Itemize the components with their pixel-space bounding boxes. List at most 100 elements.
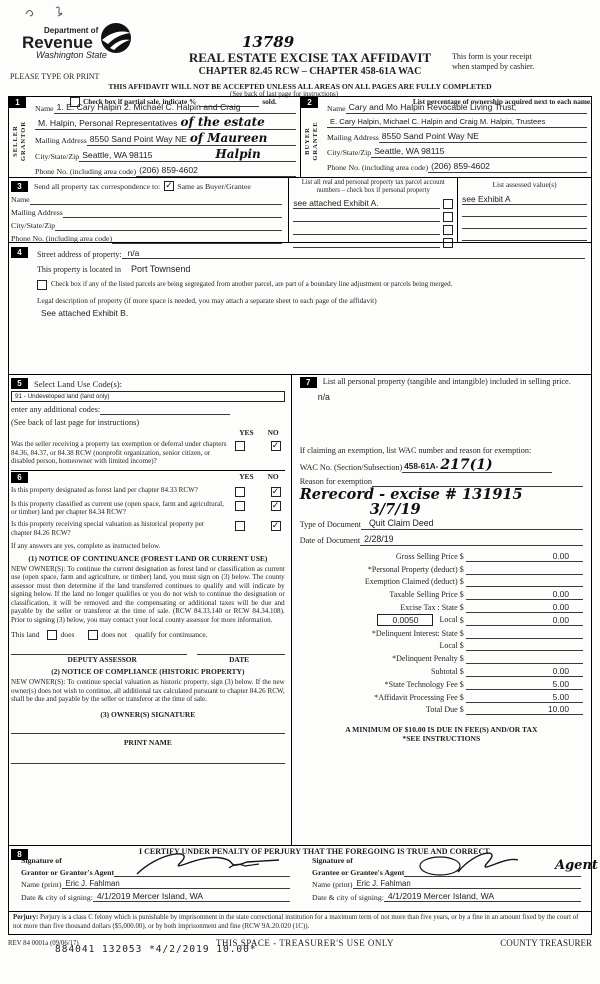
delinquent-interest-state-field[interactable] [465,637,583,639]
doc-type-field[interactable]: Quit Claim Deed [360,518,583,530]
q-forest-yes[interactable] [234,486,245,497]
seller-name-field-2[interactable]: M. Halpin, Personal Representatives of th… [35,115,296,130]
grantee-signature-line[interactable] [404,867,581,877]
qualifies-checkbox[interactable] [47,630,58,641]
parcel-checkbox-4[interactable] [443,238,454,248]
corr-name-field[interactable] [29,195,283,205]
dor-logo: Department of Revenue Washington State [22,23,172,60]
grantor-name-field[interactable]: Eric J. Fahlman [61,879,290,889]
section-1-badge: 1 [9,97,26,108]
partial-sale-checkbox[interactable] [70,97,80,107]
buyer-phone-field[interactable]: (206) 859-4602 [428,161,587,173]
exemption-claimed-field[interactable] [465,586,583,588]
seller-mailing-field[interactable]: 8550 Sand Point Way NE of Maureen [86,132,296,146]
county-treasurer-label: COUNTY TREASURER [500,938,592,949]
corr-mailing-field[interactable] [62,208,283,218]
same-as-buyer-checkbox[interactable] [164,180,175,191]
q-historic-no[interactable] [270,520,281,531]
personal-property-value[interactable]: n/a [317,392,330,402]
question-tax-exemption: Was the seller receiving a property tax … [11,440,227,466]
q-exemption-no[interactable] [270,440,281,451]
buyer-mailing-field[interactable]: 8550 Sand Point Way NE [378,131,587,143]
q-currentuse-yes[interactable] [234,500,245,511]
assessed-field-2[interactable] [462,208,587,217]
percent-sold-field[interactable] [199,97,260,107]
wac-field[interactable]: 458-61A- 217(1) [402,457,553,473]
seller-city-field[interactable]: Seattle, WA 98115 Halpin [79,148,296,162]
notice-compliance-title: (2) NOTICE OF COMPLIANCE (HISTORIC PROPE… [51,667,245,677]
parcel-checkbox-1[interactable] [443,199,454,209]
grantor-date-city-field[interactable]: 4/1/2019 Mercer Island, WA [92,891,290,902]
grantee-date-city-field[interactable]: 4/1/2019 Mercer Island, WA [383,891,581,902]
personal-property-deduct-field[interactable] [465,573,583,575]
assessed-field-1[interactable]: see Exhibit A [462,194,587,205]
grantor-signature [136,853,280,875]
excise-tax-state-field[interactable]: 0.00 [465,602,583,613]
section-5-badge: 5 [11,378,28,389]
legal-description-value[interactable]: See attached Exhibit B. [41,308,129,318]
question-current-use: Is this property classified as current u… [11,499,224,517]
buyer-name-field-2[interactable]: E. Cary Halpin, Michael C. Halpin and Cr… [327,117,587,128]
tax-correspondence-col: 3 Send all property tax correspondence t… [9,178,288,244]
corr-phone-field[interactable] [112,234,283,244]
land-use-code-select[interactable]: 91 - Undeveloped land (land only) [11,391,285,402]
section-2-buyer: 2 BUYER GRANTEE Name Cary and Mo Halpin … [300,97,591,177]
state-technology-fee-field[interactable]: 5.00 [465,679,583,690]
logo-line2: Revenue [22,33,93,52]
grantor-signature-line[interactable] [114,867,290,877]
affidavit-processing-fee-field[interactable]: 5.00 [465,692,583,703]
seller-name-label: Name [35,104,54,113]
owner-signature-line[interactable] [11,732,285,734]
question-forest-land: Is this property designated as forest la… [11,485,198,494]
seller-phone-field[interactable]: (206) 859-4602 [136,165,296,177]
q-exemption-yes[interactable] [234,441,245,451]
buyer-name-field[interactable]: Cary and Mo Halpin Revocable Living Trus… [345,102,587,114]
form-title: REAL ESTATE EXCISE TAX AFFIDAVIT [188,50,432,65]
additional-codes-field[interactable] [100,405,231,415]
assessed-header: List assessed value(s) [492,180,557,189]
section-5: 5 Select Land Use Code(s): 91 - Undevelo… [11,378,285,466]
subtotal-field[interactable]: 0.00 [465,666,583,677]
seller-name-field[interactable]: 1. E. Cary Halpin 2. Michael C. Halpin a… [53,102,296,114]
parcel-field-1[interactable]: see attached Exhibit A. [293,198,441,209]
additional-codes-label: enter any additional codes: [11,405,101,414]
doc-date-field[interactable]: 2/28/19 [360,534,583,546]
q-historic-yes[interactable] [234,520,245,531]
print-name-line[interactable] [11,762,285,764]
reason-field[interactable] [372,477,583,487]
seller-phone-label: Phone No. (including area code) [35,167,137,176]
date-label: DATE [229,655,250,665]
total-due-field[interactable]: 10.00 [465,704,583,716]
buyer-city-field[interactable]: Seattle, WA 98115 [371,146,587,158]
located-in-value[interactable]: Port Townsend [130,264,191,274]
gross-selling-price-field[interactable]: 0.00 [465,551,583,562]
delinquent-penalty-field[interactable] [465,663,583,665]
deputy-assessor-sign-line[interactable] [11,654,187,656]
not-qualifies-checkbox[interactable] [88,630,99,641]
grantee-name-field[interactable]: Eric J. Fahlman [352,879,581,889]
street-address-field[interactable]: n/a [121,248,585,259]
corr-city-field[interactable] [55,221,283,231]
parcel-field-4[interactable] [293,239,441,248]
grantor-signature-block: Signature of Grantor or Grantor's Agent … [9,853,300,902]
segregated-checkbox[interactable] [37,280,47,290]
assessed-field-3[interactable] [462,220,587,229]
parcel-field-3[interactable] [293,226,441,235]
handwritten-wac: 217(1) [440,457,493,473]
section-4: 4 Street address of property: n/a This p… [9,242,591,374]
parcel-checkbox-2[interactable] [443,212,454,222]
q-forest-no[interactable] [270,486,281,497]
assessor-date-line[interactable] [196,654,285,656]
handwritten-estate-1: of the estate [180,115,265,129]
excise-tax-local-field[interactable]: 0.00 [465,615,583,626]
print-name-label: PRINT NAME [123,737,172,747]
q-currentuse-no[interactable] [270,500,281,511]
delinquent-interest-local-field[interactable] [465,650,583,652]
buyer-phone-label: Phone No. (including area code) [327,163,429,172]
parcel-field-2[interactable] [293,213,441,222]
assessed-field-4[interactable] [462,232,587,241]
taxable-selling-price-field[interactable]: 0.00 [465,589,583,601]
handwritten-receipt-number: 13789 [242,33,295,51]
parcel-checkbox-3[interactable] [443,225,454,235]
form-rev-number: REV 84 0001a (09/06/17) [8,939,79,947]
